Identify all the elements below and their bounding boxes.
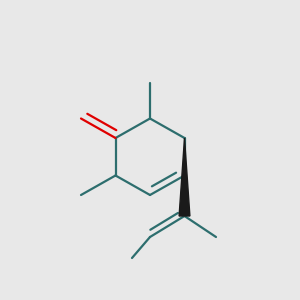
Polygon shape bbox=[179, 138, 190, 216]
